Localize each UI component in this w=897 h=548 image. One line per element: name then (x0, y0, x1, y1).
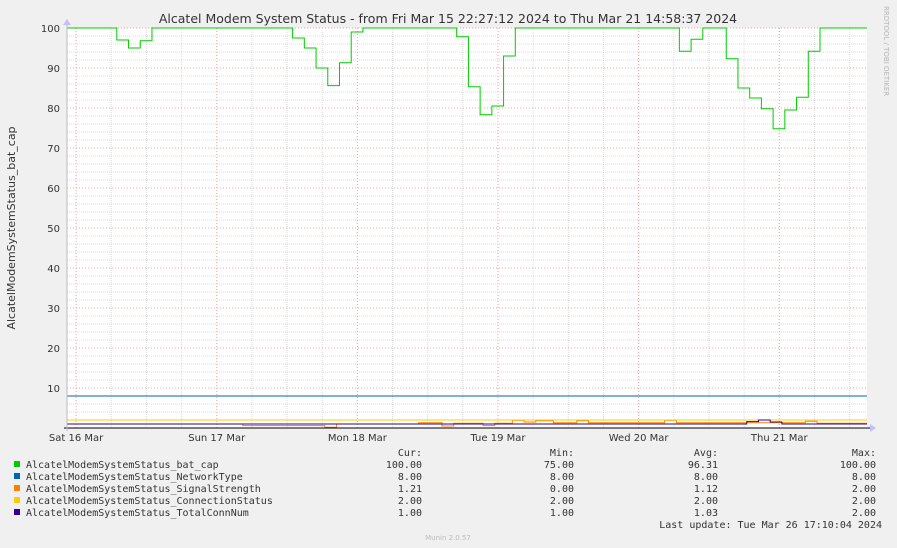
y-tick-label: 100 (41, 24, 60, 35)
legend-stat-value: 75.00 (544, 460, 574, 471)
legend-stat-value: 100.00 (840, 460, 876, 471)
legend-stat-value: 2.00 (694, 496, 718, 507)
legend-header: Avg: (694, 448, 718, 459)
x-tick-label: Sat 16 Mar (49, 433, 104, 444)
y-tick-label: 90 (47, 64, 60, 75)
legend-stat-value: 2.00 (852, 484, 876, 495)
axes (63, 19, 876, 432)
x-tick-labels: Sat 16 Mar Sun 17 Mar Mon 18 Mar Tue 19 Mar… (49, 433, 809, 444)
legend-stat-value: 0.00 (550, 484, 574, 495)
legend-stat-value: 1.00 (398, 508, 422, 519)
legend-stat-value: 2.00 (852, 496, 876, 507)
legend-stat-value: 100.00 (386, 460, 422, 471)
series-line-4 (67, 419, 867, 425)
legend-series-name: AlcatelModemSystemStatus_NetworkType (26, 472, 243, 483)
y-tick-label: 30 (47, 304, 60, 315)
legend-swatch (14, 509, 20, 515)
legend-stat-value: 2.00 (550, 496, 574, 507)
y-tick-label: 10 (47, 384, 60, 395)
legend-stat-value: 2.00 (398, 496, 422, 507)
legend-stat-value: 1.21 (398, 484, 422, 495)
last-update: Last update: Tue Mar 26 17:10:04 2024 (659, 520, 882, 531)
y-axis-arrow-icon (63, 19, 71, 25)
series-line-0 (67, 27, 867, 130)
legend-stat-value: 8.00 (398, 472, 422, 483)
legend-stat-value: 96.31 (688, 460, 718, 471)
legend-header: Min: (550, 448, 574, 459)
y-tick-label: 50 (47, 224, 60, 235)
series-layer (67, 27, 867, 428)
legend-header: Max: (852, 448, 876, 459)
rrdtool-watermark: RRDTOOL / TOBI OETIKER (882, 6, 890, 96)
legend-stat-value: 1.12 (694, 484, 718, 495)
legend-header: Cur: (398, 448, 422, 459)
munin-version: Munin 2.0.57 (425, 534, 471, 542)
x-tick-label: Tue 19 Mar (469, 433, 526, 444)
y-tick-label: 70 (47, 144, 60, 155)
y-tick-label: 20 (47, 344, 60, 355)
legend-swatch (14, 473, 20, 479)
x-axis-arrow-icon (870, 424, 876, 432)
major-grid (67, 27, 867, 428)
legend-stat-value: 1.00 (550, 508, 574, 519)
legend-series-name: AlcatelModemSystemStatus_SignalStrength (26, 484, 261, 495)
y-tick-label: 60 (47, 184, 60, 195)
legend-stat-value: 2.00 (852, 508, 876, 519)
x-tick-label: Sun 17 Mar (188, 433, 246, 444)
legend-stat-value: 8.00 (694, 472, 718, 483)
legend-swatch (14, 461, 20, 467)
legend-stat-value: 1.03 (694, 508, 718, 519)
legend-series-name: AlcatelModemSystemStatus_TotalConnNum (26, 508, 249, 519)
x-tick-label: Wed 20 Mar (609, 433, 670, 444)
legend-stat-value: 8.00 (852, 472, 876, 483)
legend-series-name: AlcatelModemSystemStatus_ConnectionStatu… (26, 496, 273, 507)
y-axis-label: AlcatelModemSystemStatus_bat_cap (5, 126, 18, 329)
y-tick-labels: 10 20 30 40 50 60 70 80 90 100 (41, 24, 60, 395)
legend-stat-value: 8.00 (550, 472, 574, 483)
legend-swatch (14, 497, 20, 503)
legend: Cur: Min: Avg: Max: AlcatelModemSystemStatus… (14, 448, 876, 519)
x-tick-label: Thu 21 Mar (750, 433, 809, 444)
x-tick-label: Mon 18 Mar (328, 433, 388, 444)
chart-title: Alcatel Modem System Status - from Fri M… (159, 11, 737, 26)
y-tick-label: 40 (47, 264, 60, 275)
y-tick-label: 80 (47, 104, 60, 115)
legend-series-name: AlcatelModemSystemStatus_bat_cap (26, 460, 219, 471)
legend-swatch (14, 485, 20, 491)
